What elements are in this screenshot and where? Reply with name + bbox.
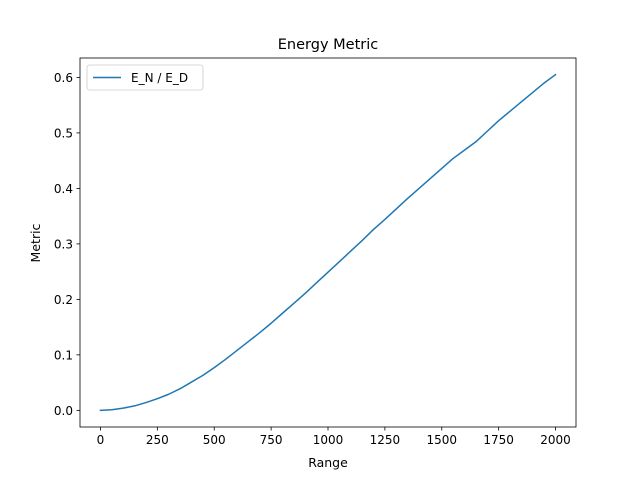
x-tick-label-0: 0	[97, 433, 105, 447]
x-tick-label-8: 2000	[540, 433, 571, 447]
y-tick-label-5: 0.5	[54, 126, 73, 140]
x-tick-label-5: 1250	[370, 433, 401, 447]
y-tick-label-1: 0.1	[54, 348, 73, 362]
chart-title: Energy Metric	[278, 37, 378, 53]
legend-label-0: E_N / E_D	[131, 71, 188, 85]
x-axis-label: Range	[308, 455, 348, 470]
x-tick-label-7: 1750	[483, 433, 514, 447]
y-tick-label-6: 0.6	[54, 71, 73, 85]
y-axis-label: Metric	[28, 223, 43, 262]
x-tick-label-3: 750	[260, 433, 283, 447]
y-tick-label-3: 0.3	[54, 237, 73, 251]
x-tick-label-2: 500	[203, 433, 226, 447]
y-tick-label-2: 0.2	[54, 293, 73, 307]
x-tick-label-4: 1000	[313, 433, 344, 447]
axes-frame	[79, 57, 577, 428]
y-tick-label-4: 0.4	[54, 182, 73, 196]
series-line-0	[99, 73, 557, 412]
y-tick-label-0: 0.0	[54, 404, 73, 418]
legend-box	[86, 64, 204, 91]
plot-area: 0 250 500 750 1000 1250 1500 1750 2000 0.0 0.1 0.2 0…	[54, 57, 577, 447]
x-tick-label-1: 250	[146, 433, 169, 447]
x-tick-label-6: 1500	[426, 433, 457, 447]
